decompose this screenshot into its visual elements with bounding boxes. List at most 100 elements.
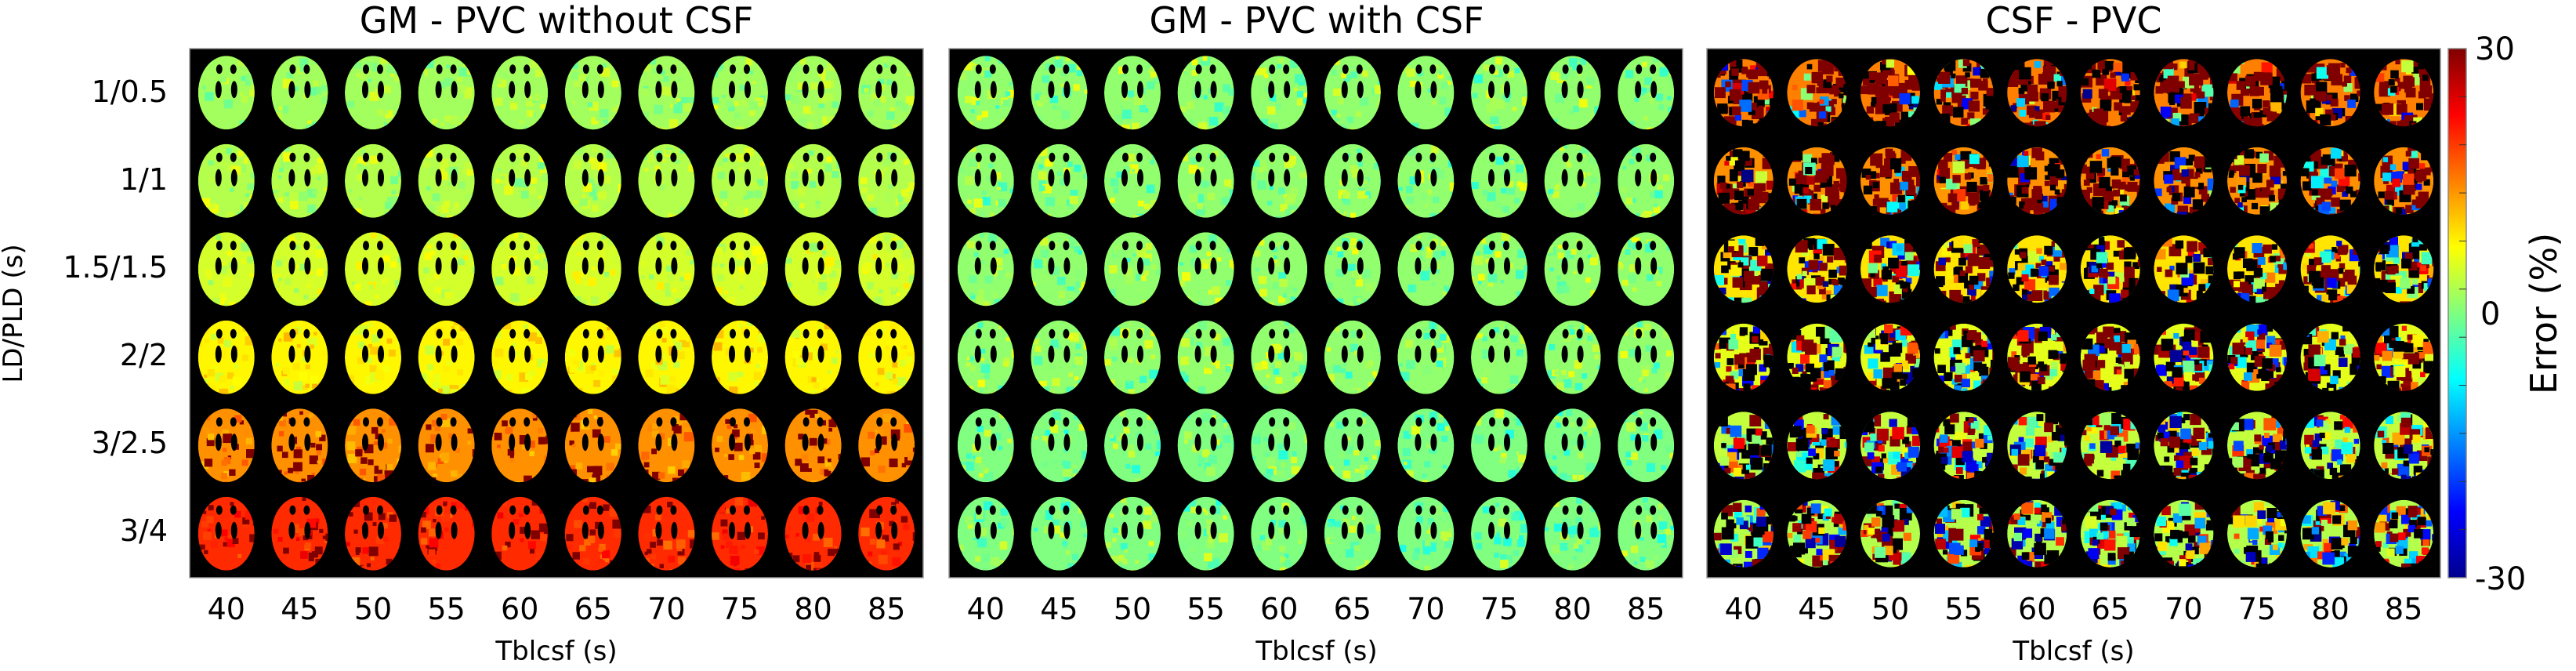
error-patch (1350, 212, 1357, 218)
error-patch (1229, 259, 1234, 268)
error-patch (1271, 365, 1275, 368)
error-patch (1109, 343, 1118, 350)
error-patch (1428, 267, 1433, 272)
error-patch (1179, 531, 1187, 538)
error-patch (2047, 82, 2055, 89)
error-patch (1965, 72, 1970, 78)
error-patch (1278, 272, 1287, 280)
ventricle (582, 81, 589, 99)
error-patch (1295, 74, 1304, 84)
error-patch (1053, 105, 1057, 110)
error-patch (1266, 369, 1271, 375)
error-patch (393, 75, 400, 82)
ventricle (817, 345, 824, 363)
error-patch (281, 256, 287, 262)
error-patch (2100, 100, 2112, 111)
error-patch (967, 199, 972, 205)
error-patch (964, 516, 973, 525)
error-patch (820, 468, 827, 475)
ventricle (990, 169, 997, 187)
error-patch (675, 159, 679, 164)
ventricle (1504, 521, 1510, 539)
error-patch (1495, 532, 1501, 539)
error-patch (737, 217, 742, 218)
ventricle (745, 257, 751, 275)
ventricle (875, 81, 882, 99)
error-patch (370, 155, 379, 165)
ventricle (451, 521, 458, 539)
error-patch (578, 74, 587, 82)
error-patch (1033, 356, 1043, 365)
ventricle (891, 433, 898, 452)
error-patch (1127, 153, 1136, 162)
error-patch (2270, 85, 2283, 99)
error-patch (1354, 468, 1360, 473)
error-patch (897, 542, 903, 546)
error-patch (307, 188, 317, 198)
error-patch (1118, 66, 1126, 74)
error-patch (1043, 526, 1051, 534)
ventricle (1210, 257, 1217, 275)
error-patch (573, 160, 582, 170)
error-patch (1567, 525, 1578, 535)
error-patch (667, 502, 673, 508)
error-patch (207, 368, 216, 377)
error-patch (1123, 427, 1130, 433)
ventricle (817, 257, 824, 275)
error-patch (868, 353, 873, 357)
brain-slice (418, 496, 475, 571)
error-patch (1945, 67, 1953, 76)
ventricle (289, 241, 296, 251)
brain-slice (858, 143, 915, 218)
brain-slice (1104, 408, 1161, 483)
error-patch (1342, 499, 1350, 507)
error-patch (1899, 92, 1911, 105)
error-patch (1208, 534, 1215, 541)
error-patch (514, 178, 524, 187)
error-patch (1444, 541, 1452, 549)
error-patch (1978, 81, 1988, 91)
error-patch (1502, 95, 1511, 103)
error-patch (1514, 67, 1520, 74)
error-patch (224, 537, 229, 541)
error-patch (1061, 111, 1071, 120)
brain-slice-base (1544, 143, 1601, 218)
ventricle (524, 64, 531, 74)
ventricle (303, 152, 310, 162)
error-patch (1130, 71, 1139, 81)
error-patch (1350, 343, 1359, 352)
ventricle (524, 328, 531, 339)
error-patch (826, 63, 835, 72)
error-patch (819, 185, 824, 190)
error-patch (1662, 174, 1670, 181)
error-patch (1205, 361, 1212, 368)
error-patch (1300, 346, 1308, 354)
ventricle (362, 169, 368, 187)
error-patch (307, 65, 315, 73)
error-patch (1181, 375, 1189, 383)
error-patch (830, 281, 837, 288)
error-patch (1142, 300, 1147, 304)
error-patch (809, 181, 817, 188)
error-patch (612, 375, 619, 383)
error-patch (1512, 359, 1520, 368)
error-patch (818, 95, 827, 104)
ventricle (1269, 505, 1276, 515)
ventricle (1489, 505, 1495, 515)
brain-slice-base (784, 496, 842, 571)
error-patch (357, 156, 366, 166)
ventricle (1283, 64, 1290, 74)
error-patch (1437, 423, 1445, 432)
error-patch (306, 338, 311, 343)
error-patch (1346, 116, 1353, 124)
error-patch (1074, 286, 1081, 293)
error-patch (762, 252, 768, 262)
x-tick-label: 45 (281, 592, 318, 626)
error-patch (897, 270, 903, 276)
error-patch (302, 497, 306, 502)
error-patch (1066, 386, 1074, 394)
brain-slice-base (784, 232, 842, 306)
error-patch (1127, 321, 1132, 326)
error-patch (202, 531, 212, 540)
error-patch (676, 98, 680, 103)
